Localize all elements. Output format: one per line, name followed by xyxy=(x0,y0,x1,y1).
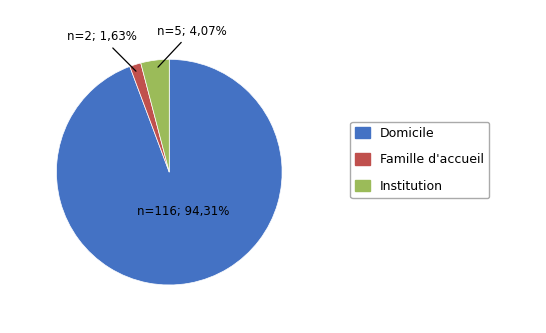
Wedge shape xyxy=(56,59,282,285)
Text: n=116; 94,31%: n=116; 94,31% xyxy=(136,205,229,218)
Text: n=5; 4,07%: n=5; 4,07% xyxy=(157,25,227,67)
Text: n=2; 1,63%: n=2; 1,63% xyxy=(67,30,136,71)
Wedge shape xyxy=(141,59,169,172)
Wedge shape xyxy=(130,63,169,172)
Legend: Domicile, Famille d'accueil, Institution: Domicile, Famille d'accueil, Institution xyxy=(350,122,489,198)
